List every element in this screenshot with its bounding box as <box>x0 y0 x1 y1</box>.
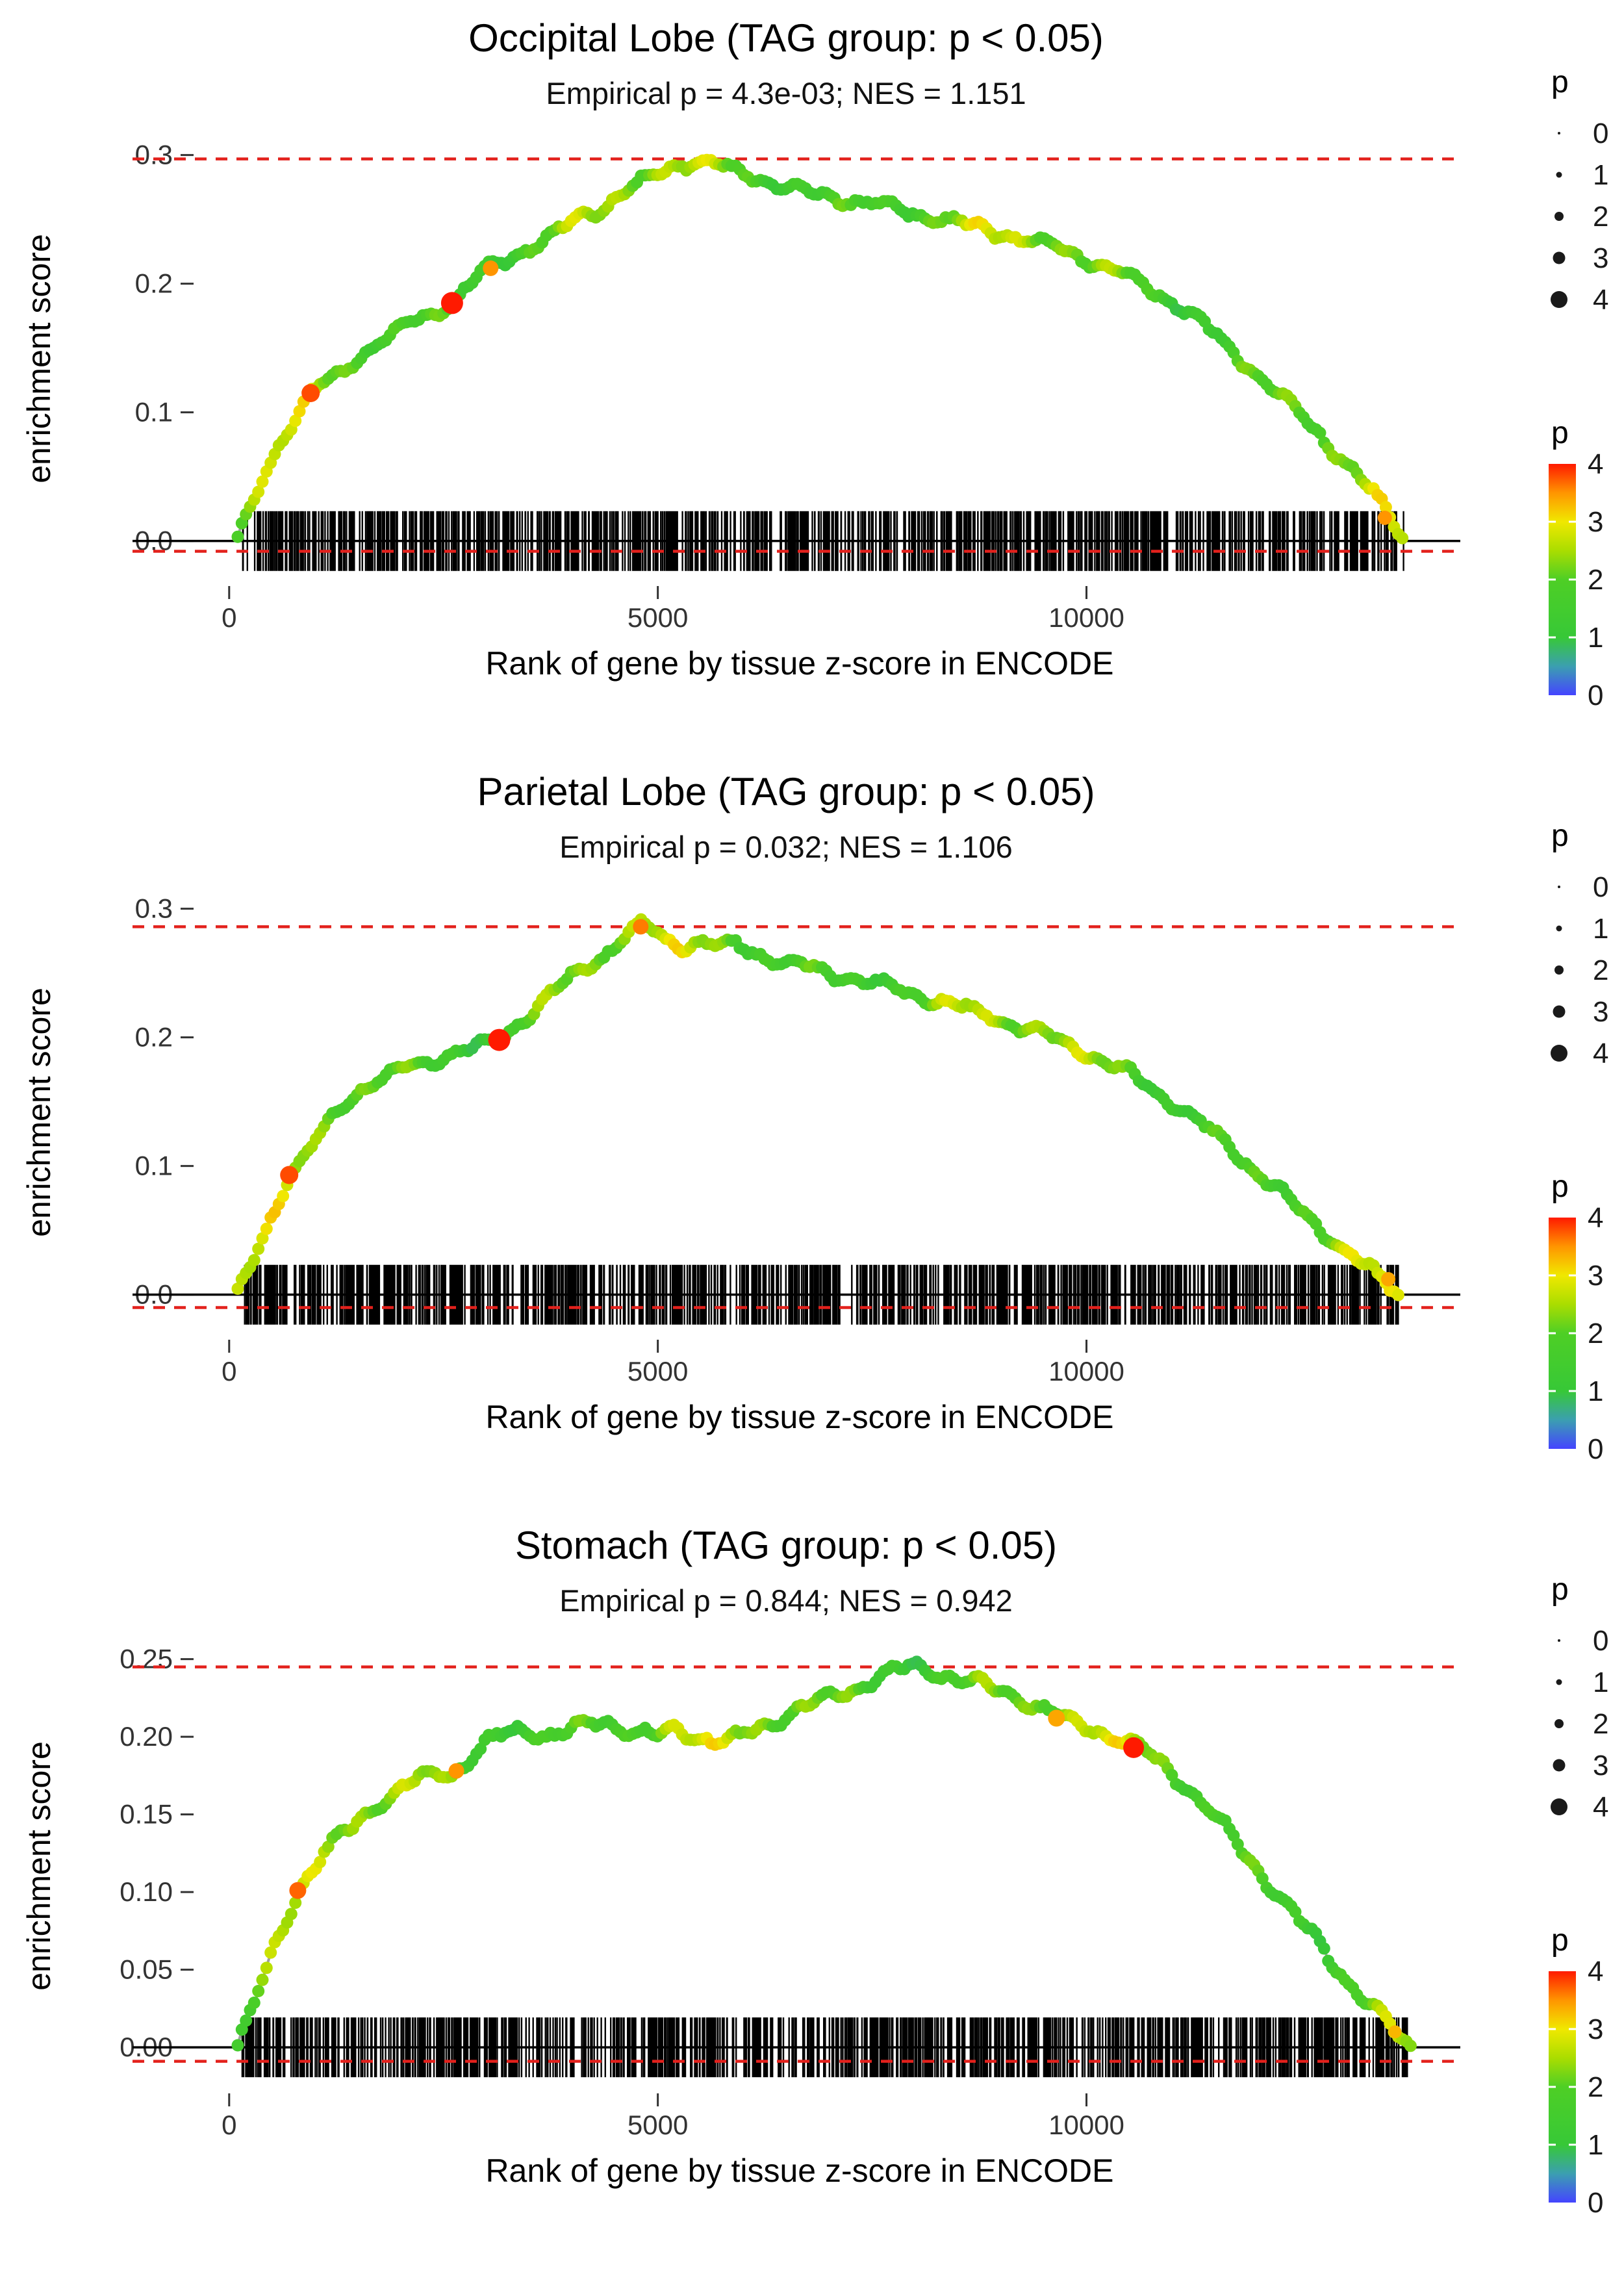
svg-text:10000: 10000 <box>1048 1356 1124 1386</box>
gsea-panel-parietal-lobe: 0.0 0.1 0.2 0.3 0 5000 10000 p 0 1 2 3 4 p 4 3 2 1 0 Parie… <box>0 754 1624 1507</box>
svg-text:0: 0 <box>1588 680 1603 711</box>
size-legend: p0 1 2 3 4 <box>1551 819 1608 1069</box>
svg-text:0: 0 <box>1593 871 1608 903</box>
svg-text:5000: 5000 <box>628 1356 688 1386</box>
svg-text:0: 0 <box>1593 1625 1608 1657</box>
svg-text:0: 0 <box>222 602 236 633</box>
y-axis-ticks: 0.00.10.20.3 <box>135 893 194 1310</box>
y-axis-label: enrichment score <box>21 988 57 1237</box>
svg-text:p: p <box>1551 1169 1569 1204</box>
svg-text:4: 4 <box>1588 1956 1603 1987</box>
svg-text:0.2: 0.2 <box>135 1022 173 1053</box>
svg-text:0.3: 0.3 <box>135 893 173 924</box>
chart-subtitle: Empirical p = 0.032; NES = 1.106 <box>559 830 1013 864</box>
svg-text:2: 2 <box>1588 564 1603 596</box>
svg-text:3: 3 <box>1588 1260 1603 1292</box>
chart-title: Stomach (TAG group: p < 0.05) <box>514 1524 1058 1567</box>
x-axis-ticks: 0 5000 10000 <box>222 1340 1124 1386</box>
x-axis-label: Rank of gene by tissue z-score in ENCODE <box>485 1399 1114 1435</box>
y-axis-ticks: 0.00.10.20.3 <box>135 140 194 556</box>
highlight-gene-dots <box>280 919 1396 1286</box>
svg-text:0.20: 0.20 <box>120 1721 173 1752</box>
svg-text:1: 1 <box>1593 913 1608 945</box>
svg-text:4: 4 <box>1593 284 1608 316</box>
svg-text:4: 4 <box>1588 448 1603 480</box>
svg-text:p: p <box>1551 819 1569 853</box>
svg-text:1: 1 <box>1593 159 1608 191</box>
chart-subtitle: Empirical p = 0.844; NES = 0.942 <box>559 1583 1013 1618</box>
x-axis-label: Rank of gene by tissue z-score in ENCODE <box>485 2153 1114 2189</box>
svg-text:p: p <box>1551 65 1569 99</box>
chart-title: Parietal Lobe (TAG group: p < 0.05) <box>477 770 1095 813</box>
svg-text:0.1: 0.1 <box>135 1151 173 1181</box>
svg-text:0: 0 <box>1588 2187 1603 2219</box>
enrichment-curve-dots <box>231 913 1404 1301</box>
gsea-panel-stomach: 0.00 0.05 0.10 0.15 0.20 0.25 0 5000 10000 p 0 1 2 3 4… <box>0 1507 1624 2261</box>
svg-text:5000: 5000 <box>628 2110 688 2140</box>
svg-text:4: 4 <box>1593 1791 1608 1823</box>
enrichment-curve-line <box>236 1661 1412 2047</box>
svg-text:0.25: 0.25 <box>120 1644 173 1674</box>
svg-text:0: 0 <box>222 1356 236 1386</box>
svg-text:0.1: 0.1 <box>135 397 173 428</box>
svg-text:p: p <box>1551 1572 1569 1607</box>
x-axis-ticks: 0 5000 10000 <box>222 586 1124 633</box>
svg-text:3: 3 <box>1593 1750 1608 1782</box>
enrichment-curve-dots <box>231 153 1409 544</box>
svg-text:0.15: 0.15 <box>120 1799 173 1830</box>
svg-text:0: 0 <box>1588 1433 1603 1465</box>
highlight-gene-dots <box>301 260 1392 525</box>
svg-text:1: 1 <box>1588 2129 1603 2161</box>
svg-text:2: 2 <box>1593 954 1608 986</box>
svg-text:10000: 10000 <box>1048 602 1124 633</box>
svg-text:4: 4 <box>1593 1038 1608 1069</box>
svg-text:3: 3 <box>1593 996 1608 1028</box>
svg-text:2: 2 <box>1593 201 1608 233</box>
svg-text:5000: 5000 <box>628 602 688 633</box>
svg-text:1: 1 <box>1593 1667 1608 1698</box>
svg-text:2: 2 <box>1593 1708 1608 1740</box>
svg-text:0.3: 0.3 <box>135 140 173 170</box>
svg-text:4: 4 <box>1588 1202 1603 1234</box>
color-legend: p4 3 2 1 0 <box>1549 1169 1603 1465</box>
size-legend: p0 1 2 3 4 <box>1551 65 1608 316</box>
svg-text:1: 1 <box>1588 1375 1603 1407</box>
y-axis-label: enrichment score <box>21 234 57 483</box>
svg-text:3: 3 <box>1588 2013 1603 2045</box>
svg-text:0: 0 <box>222 2110 236 2140</box>
y-axis-label: enrichment score <box>21 1741 57 1991</box>
svg-text:0.10: 0.10 <box>120 1876 173 1907</box>
plot-area-stomach: 0.000.050.100.150.200.250 5000 10000p01234… <box>120 1572 1608 2219</box>
color-legend: p4 3 2 1 0 <box>1549 1923 1603 2219</box>
svg-text:2: 2 <box>1588 1318 1603 1349</box>
svg-text:p: p <box>1551 1923 1569 1958</box>
svg-text:10000: 10000 <box>1048 2110 1124 2140</box>
svg-text:0: 0 <box>1593 118 1608 149</box>
size-legend: p0 1 2 3 4 <box>1551 1572 1608 1823</box>
svg-text:0.05: 0.05 <box>120 1954 173 1985</box>
chart-title: Occipital Lobe (TAG group: p < 0.05) <box>468 16 1104 60</box>
svg-text:p: p <box>1551 416 1569 450</box>
gsea-panel-occipital-lobe: 0.0 0.1 0.2 0.3 0 5000 10000 p 0 1 2 3 4 p 4 3 2 1 0 Occip… <box>0 0 1624 754</box>
x-axis-label: Rank of gene by tissue z-score in ENCODE <box>485 645 1114 682</box>
svg-text:2: 2 <box>1588 2071 1603 2103</box>
enrichment-curve-line <box>236 919 1399 1297</box>
chart-subtitle: Empirical p = 4.3e-03; NES = 1.151 <box>546 76 1026 110</box>
svg-text:3: 3 <box>1588 506 1603 538</box>
svg-text:3: 3 <box>1593 242 1608 274</box>
highlight-gene-dots <box>289 1709 1402 2039</box>
y-axis-ticks: 0.000.050.100.150.200.25 <box>120 1644 194 2062</box>
enrichment-curve-dots <box>231 1655 1417 2052</box>
color-legend: p4 3 2 1 0 <box>1549 416 1603 711</box>
x-axis-ticks: 0 5000 10000 <box>222 2093 1124 2140</box>
svg-text:1: 1 <box>1588 622 1603 654</box>
svg-text:0.2: 0.2 <box>135 268 173 299</box>
